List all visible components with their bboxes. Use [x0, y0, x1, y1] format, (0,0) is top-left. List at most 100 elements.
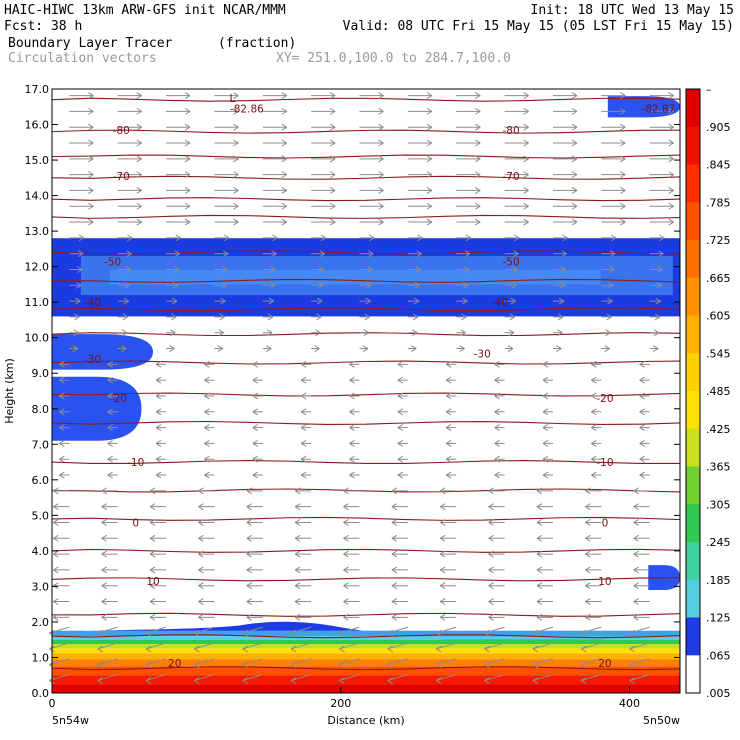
header-valid-time: Valid: 08 UTC Fri 15 May 15 (05 LST Fri …: [343, 19, 734, 34]
y-tick-label: 14.0: [25, 190, 50, 203]
wind-vector-head: [73, 329, 79, 337]
wind-vector-head: [218, 329, 224, 337]
wind-vector-head: [316, 313, 322, 321]
contour-label: -30: [84, 354, 101, 366]
wind-vector-head: [242, 645, 249, 653]
wind-vector-head: [463, 266, 470, 273]
y-tick-label: 9.0: [32, 367, 50, 380]
wind-vector-head: [556, 329, 563, 337]
wind-vector-head: [412, 313, 419, 321]
wind-vector: [194, 658, 215, 666]
contour-label: -20: [110, 393, 127, 405]
contour-label: 10: [598, 576, 611, 588]
wind-vector-head: [329, 171, 336, 179]
wind-vector-head: [72, 345, 78, 352]
wind-vector-head: [591, 408, 597, 416]
wind-vector-head: [252, 439, 259, 447]
wind-vector-head: [53, 613, 59, 621]
tracer-fill-band: [52, 636, 680, 640]
wind-vector: [484, 658, 505, 666]
colorbar-swatch: [686, 126, 700, 165]
wind-vector-head: [366, 281, 372, 289]
wind-vector-head: [488, 550, 494, 558]
wind-vector-head: [585, 582, 591, 590]
wind-vector-head: [523, 155, 529, 163]
wind-vector-head: [585, 487, 591, 495]
wind-vector-head: [591, 424, 597, 432]
contour-labels: L-82.86 -82.87 -80 -80 -70 -70 -50 -50 -40 -40 -30…: [84, 93, 675, 670]
wind-vector-head: [494, 471, 500, 479]
wind-vector-head: [629, 629, 635, 637]
y-tick-label: 5.0: [32, 509, 50, 522]
colorbar-label: .605: [706, 310, 731, 323]
tracer-fill-band: [52, 639, 680, 644]
wind-vector-head: [668, 123, 674, 131]
wind-vector: [242, 642, 263, 650]
wind-vector: [49, 626, 70, 634]
wind-vector-head: [149, 550, 156, 558]
wind-vector-head: [668, 139, 674, 147]
wind-vector-head: [97, 629, 103, 637]
wind-vector-head: [53, 519, 59, 526]
wind-vector-head: [620, 123, 626, 131]
plot-frame: [51, 88, 681, 694]
wind-vector-head: [252, 455, 259, 463]
wind-vector-head: [281, 107, 288, 115]
wind-vector-head: [329, 202, 336, 210]
wind-vector-head: [149, 582, 156, 590]
wind-vector-head: [426, 187, 433, 194]
wind-vector: [629, 674, 650, 682]
wind-vector-head: [267, 313, 274, 321]
y-tick-label: 8.0: [32, 403, 50, 416]
wind-vector-head: [294, 566, 301, 574]
wind-vector-head: [397, 439, 404, 447]
y-tick-label: 15.0: [25, 154, 50, 167]
wind-vector-head: [88, 171, 94, 179]
temperature-contour: [51, 360, 681, 365]
wind-vector-head: [620, 92, 626, 100]
wind-vector-head: [523, 107, 529, 115]
tracer-fill-blob: [607, 96, 680, 118]
temperature-contour: [51, 129, 681, 134]
circulation-vectors: [49, 92, 674, 684]
tracer-fill-band: [52, 643, 680, 649]
y-axis: 0.0 1.0 2.0 3.0 4.0 5.0 6.0 7.0 8.0 9.0 10.0 11.0 12…: [25, 83, 680, 700]
colorbar-label: .065: [706, 649, 731, 662]
contour-label: -82.87: [641, 104, 675, 116]
wind-vector-head: [391, 487, 398, 495]
wind-vector-head: [107, 439, 113, 447]
wind-vector-head: [542, 455, 549, 463]
wind-vector-head: [494, 392, 500, 400]
wind-vector-head: [435, 645, 442, 653]
wind-vector-head: [558, 297, 565, 305]
wind-vector-head: [101, 582, 107, 590]
y-tick-label: 13.0: [25, 225, 50, 238]
wind-vector-head: [557, 313, 564, 321]
wind-vector-head: [474, 171, 481, 179]
wind-vector-head: [78, 234, 85, 242]
wind-vector-head: [300, 439, 307, 447]
wind-vector-head: [639, 455, 645, 463]
tracer-fill-band: [52, 666, 680, 676]
wind-vector-head: [378, 155, 384, 163]
wind-vector-head: [184, 139, 191, 147]
wind-vector-head: [512, 266, 518, 273]
wind-vector-head: [53, 598, 59, 605]
colorbar-swatch: [686, 655, 700, 694]
wind-vector-head: [474, 107, 481, 115]
wind-vector-head: [656, 281, 662, 289]
wind-vector-head: [378, 202, 384, 210]
wind-vector-head: [155, 360, 162, 368]
wind-vector-head: [633, 582, 639, 590]
wind-vector-head: [417, 234, 423, 242]
wind-vector-head: [339, 645, 345, 653]
wind-vector-head: [494, 376, 500, 384]
wind-vector-head: [523, 123, 529, 131]
wind-vector-head: [509, 313, 516, 321]
wind-vector-head: [397, 408, 404, 416]
wind-vector-head: [204, 424, 210, 432]
wind-vector-head: [294, 613, 301, 621]
wind-vector-head: [494, 360, 500, 368]
wind-vector-head: [542, 392, 549, 400]
wind-vector-head: [149, 503, 156, 511]
